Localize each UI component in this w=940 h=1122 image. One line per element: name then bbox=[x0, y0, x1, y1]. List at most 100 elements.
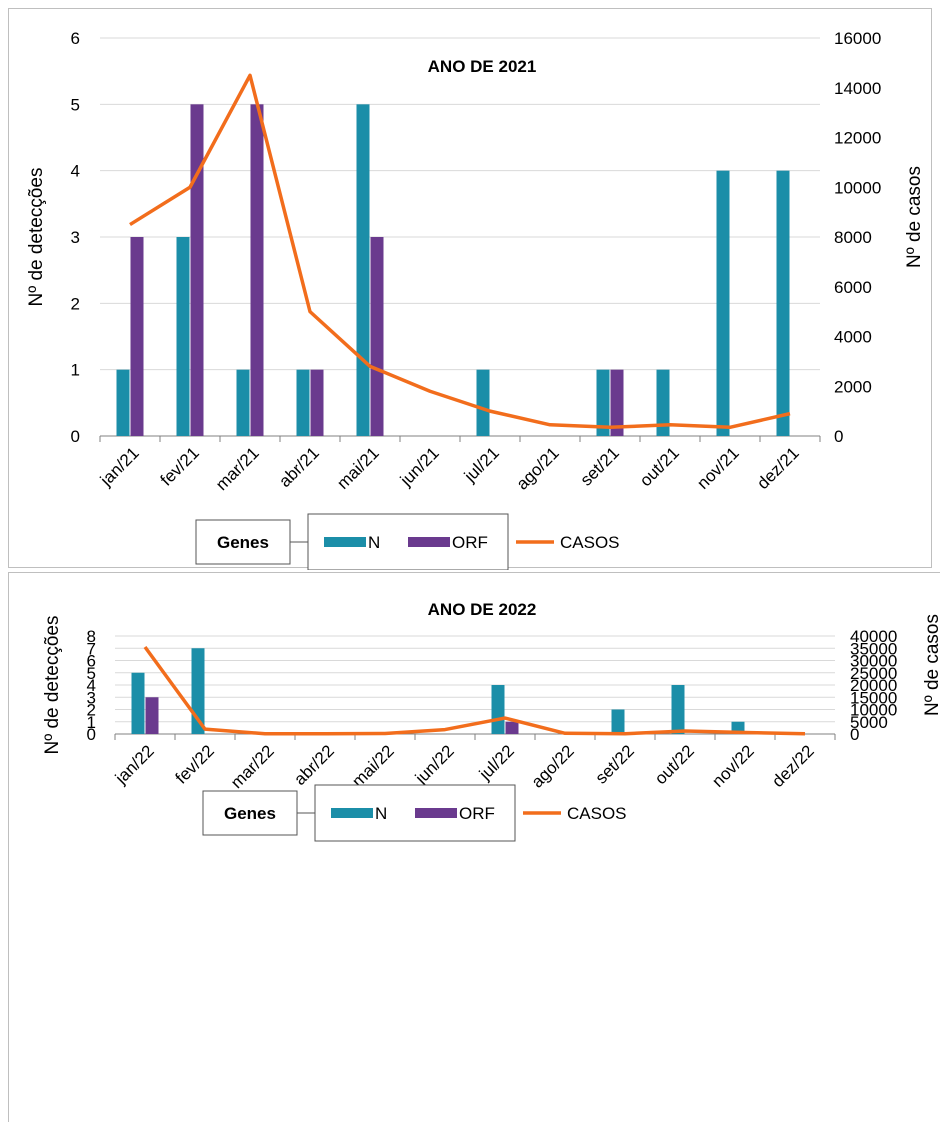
y-tick-label: 4 bbox=[87, 676, 96, 695]
legend-label-orf: ORF bbox=[452, 533, 488, 552]
x-tick-label: out/22 bbox=[651, 741, 698, 788]
bar-n bbox=[491, 685, 505, 734]
legend-swatch-orf bbox=[408, 537, 450, 547]
chart-panel-2021: 0 1 2 3 4 5 6 0 2000 4000 6000 8000 10000 12000 14000 1… bbox=[8, 8, 932, 570]
y-tick-label: 5 bbox=[71, 95, 80, 114]
legend-label-n: N bbox=[375, 804, 387, 823]
legend-swatch-n bbox=[324, 537, 366, 547]
y2-tick-label: 12000 bbox=[834, 129, 881, 148]
x-tick-label: fev/22 bbox=[172, 741, 218, 787]
x-tick-label: jun/21 bbox=[396, 443, 443, 490]
y-tick-label: 6 bbox=[71, 29, 80, 48]
bar-n bbox=[716, 170, 730, 436]
legend-genes-label: Genes bbox=[224, 804, 276, 823]
legend-label-n: N bbox=[368, 533, 380, 552]
y2-tick-label: 25000 bbox=[850, 664, 897, 683]
x-tick-label: nov/21 bbox=[693, 443, 743, 493]
legend-label-casos: CASOS bbox=[567, 804, 627, 823]
legend-genes-box bbox=[195, 519, 291, 565]
y-axis-title: Nº de detecções bbox=[42, 616, 63, 755]
bar-orf bbox=[610, 369, 624, 436]
y2-axis-title: Nº de casos bbox=[922, 614, 940, 716]
y2-tick-label: 5000 bbox=[850, 713, 888, 732]
x-tick-label: jun/22 bbox=[411, 741, 458, 788]
y-tick-label: 2 bbox=[71, 294, 80, 313]
x-tick-label: dez/21 bbox=[753, 443, 803, 493]
x-tick-label: jul/21 bbox=[460, 443, 503, 486]
y2-tick-label: 0 bbox=[834, 427, 843, 446]
y-tick-label: 7 bbox=[87, 639, 96, 658]
x-tick-label: ago/21 bbox=[513, 443, 563, 493]
chart-2022-svg: 0123456780500010000150002000025000300003… bbox=[42, 600, 940, 842]
chart-title: ANO DE 2021 bbox=[428, 57, 537, 76]
bar-orf bbox=[505, 721, 519, 734]
bar-orf bbox=[145, 697, 159, 734]
legend-swatch-n bbox=[331, 808, 373, 818]
x-tick-label: mar/21 bbox=[212, 443, 263, 494]
x-tick-label: jan/21 bbox=[96, 443, 143, 490]
bar-n bbox=[776, 170, 790, 436]
y-tick-label: 6 bbox=[87, 652, 96, 671]
x-tick-label: mai/22 bbox=[348, 741, 398, 791]
y-tick-label: 0 bbox=[71, 427, 80, 446]
x-tick-label: abr/22 bbox=[290, 741, 338, 789]
y2-tick-label: 30000 bbox=[850, 652, 897, 671]
y2-tick-label: 14000 bbox=[834, 79, 881, 98]
y2-tick-label: 15000 bbox=[850, 688, 897, 707]
bar-n bbox=[236, 369, 250, 436]
y-tick-label: 0 bbox=[87, 725, 96, 744]
bar-n bbox=[611, 709, 625, 734]
legend-genes-box bbox=[202, 790, 298, 836]
y2-tick-label: 0 bbox=[850, 725, 859, 744]
bar-n bbox=[671, 685, 685, 734]
y2-tick-label: 10000 bbox=[834, 178, 881, 197]
y-tick-label: 3 bbox=[71, 228, 80, 247]
x-tick-label: abr/21 bbox=[275, 443, 323, 491]
series-line-casos bbox=[143, 645, 806, 736]
y-tick-label: 4 bbox=[71, 162, 80, 181]
x-tick-label: set/22 bbox=[592, 741, 638, 787]
x-tick-label: set/21 bbox=[577, 443, 623, 489]
x-tick-label: jul/22 bbox=[475, 741, 518, 784]
x-tick-label: fev/21 bbox=[157, 443, 203, 489]
y-tick-label: 8 bbox=[87, 627, 96, 646]
bar-n bbox=[356, 104, 370, 436]
bar-n bbox=[176, 237, 190, 436]
chart-panel-2022: 0 1 2 3 4 5 6 7 8 0 5000 10000 15000 20000 25000 30000 3… bbox=[0, 570, 940, 1122]
x-tick-label: jan/22 bbox=[111, 741, 158, 788]
bar-orf bbox=[190, 104, 204, 436]
chart-2021-svg: 0 1 2 3 4 5 6 0 2000 4000 6000 8000 10000 12000 14000 1… bbox=[26, 29, 925, 570]
legend-label-casos: CASOS bbox=[560, 533, 620, 552]
x-tick-label: dez/22 bbox=[768, 741, 818, 791]
chart-title: ANO DE 2022 bbox=[428, 600, 537, 619]
bar-orf bbox=[310, 369, 324, 436]
x-tick-label: mar/22 bbox=[227, 741, 278, 792]
y-axis-title: Nº de detecções bbox=[26, 168, 47, 307]
x-tick-label: nov/22 bbox=[708, 741, 758, 791]
y2-tick-label: 6000 bbox=[834, 278, 872, 297]
legend-swatch-orf bbox=[415, 808, 457, 818]
bar-n bbox=[656, 369, 670, 436]
y2-tick-label: 2000 bbox=[834, 377, 872, 396]
x-tick-label: mai/21 bbox=[333, 443, 383, 493]
y2-tick-label: 10000 bbox=[850, 701, 897, 720]
bar-n bbox=[131, 672, 145, 734]
y-tick-label: 5 bbox=[87, 664, 96, 683]
bar-n bbox=[116, 369, 130, 436]
y2-tick-label: 20000 bbox=[850, 676, 897, 695]
y2-tick-label: 40000 bbox=[850, 627, 897, 646]
y2-tick-label: 4000 bbox=[834, 328, 872, 347]
x-tick-label: out/21 bbox=[636, 443, 683, 490]
bar-orf bbox=[250, 104, 264, 436]
x-tick-label: ago/22 bbox=[528, 741, 578, 791]
y2-tick-label: 35000 bbox=[850, 639, 897, 658]
legend-genes-label: Genes bbox=[217, 533, 269, 552]
y-tick-label: 3 bbox=[87, 688, 96, 707]
bar-n bbox=[296, 369, 310, 436]
bar-orf bbox=[370, 237, 384, 436]
legend-label-orf: ORF bbox=[459, 804, 495, 823]
y2-tick-label: 16000 bbox=[834, 29, 881, 48]
bar-n bbox=[476, 369, 490, 436]
y-tick-label: 1 bbox=[87, 713, 96, 732]
chart-frame bbox=[8, 572, 940, 1122]
